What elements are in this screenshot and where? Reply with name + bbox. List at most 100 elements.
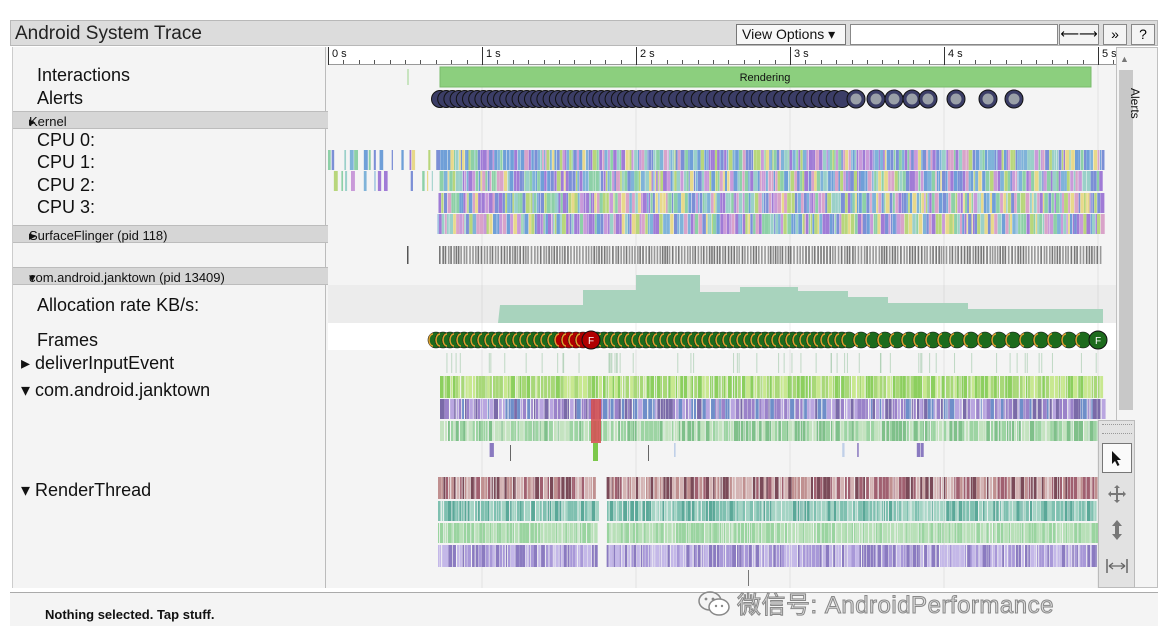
zoom-tool-icon[interactable] [1102, 515, 1132, 545]
cpu-slice [834, 150, 836, 170]
render-thread-slice [459, 501, 461, 521]
main-thread-slice [973, 421, 979, 441]
cpu-slice [866, 193, 870, 213]
cpu-slice [792, 150, 796, 170]
cpu-slice [639, 214, 642, 234]
cpu-slice [738, 193, 743, 213]
cpu-slice [890, 214, 893, 234]
next-button[interactable]: » [1103, 24, 1127, 45]
view-options-button[interactable]: View Options ▾ [736, 24, 846, 45]
main-thread-slice [854, 399, 858, 419]
render-thread-slice [1087, 545, 1091, 567]
sf-slice [561, 246, 564, 264]
cpu-slice [735, 150, 739, 170]
cpu-slice [847, 193, 851, 213]
selection-tool-icon[interactable] [1102, 443, 1132, 473]
deliver-input-label[interactable]: ▸ deliverInputEvent [21, 353, 175, 373]
sf-slice [852, 246, 854, 264]
render-thread-slice [1027, 477, 1029, 499]
range-button[interactable]: ⟵⟶ [1059, 24, 1099, 45]
timeline[interactable]: 0 s 1 s 2 s 3 s 4 s 5 s Interactions Ale… [12, 47, 1116, 588]
main-thread-slice [740, 399, 743, 419]
main-thread-slice [998, 399, 1001, 419]
pan-tool-icon[interactable] [1102, 479, 1132, 509]
cpu-slice [1097, 193, 1101, 213]
render-thread-slice [911, 501, 915, 521]
main-thread-slice [1045, 376, 1050, 398]
render-thread-slice [475, 501, 478, 521]
render-thread-slice [554, 477, 558, 499]
main-thread-slice [582, 376, 588, 398]
cpu-slice [474, 150, 476, 170]
cpu-slice [566, 193, 569, 213]
input-event-slice [609, 353, 611, 373]
render-thread-slice [830, 477, 832, 499]
render-thread-slice [627, 477, 629, 499]
main-thread-slice [990, 376, 994, 398]
render-thread-slice [994, 545, 998, 567]
main-thread-label[interactable]: ▾ com.android.janktown [21, 380, 211, 400]
main-thread-slice [959, 399, 962, 419]
rendering-interaction[interactable] [439, 66, 1092, 88]
render-thread-slice [837, 523, 842, 543]
render-thread-slice [1085, 523, 1089, 543]
main-thread-slice [1037, 399, 1042, 419]
render-thread-label[interactable]: ▾ RenderThread [21, 480, 152, 500]
render-thread-slice [829, 545, 833, 567]
vertical-scrollbar[interactable] [1119, 70, 1133, 410]
cpu-slice [492, 193, 495, 213]
render-thread-slice [940, 501, 944, 521]
render-thread-slice [516, 477, 519, 499]
render-thread-slice [877, 545, 882, 567]
render-thread-slice [1041, 545, 1045, 567]
cpu-slice [1003, 193, 1006, 213]
cpu-slice [744, 171, 749, 191]
cpu-slice [955, 150, 959, 170]
cpu-slice [744, 193, 749, 213]
frame-jank-arc [638, 333, 644, 347]
frame-jank-arc [729, 333, 735, 347]
main-thread-slice [835, 399, 840, 419]
cpu-slice [902, 150, 905, 170]
render-thread-slice [1094, 501, 1097, 521]
main-thread-slice [480, 421, 484, 441]
render-thread-slice [715, 501, 720, 521]
cpu-slice [761, 171, 764, 191]
cpu-slice [543, 214, 545, 234]
render-thread-slice [780, 523, 785, 543]
render-thread-slice [567, 545, 570, 567]
grip-icon[interactable] [1102, 424, 1132, 434]
cpu-slice [916, 214, 919, 234]
cpu-slice [811, 171, 815, 191]
cpu-slice [1065, 150, 1070, 170]
cpu-slice [466, 214, 468, 234]
render-thread-slice [1044, 545, 1048, 567]
render-thread-slice [1016, 501, 1020, 521]
sf-slice [713, 246, 716, 264]
render-thread-slice [455, 501, 457, 521]
help-button[interactable]: ? [1131, 24, 1155, 45]
search-input[interactable] [850, 24, 1058, 45]
cpu-slice [794, 193, 798, 213]
main-thread-slice [988, 376, 990, 398]
cpu-slice [1068, 214, 1070, 234]
render-thread-slice [1086, 501, 1091, 521]
main-thread-slice [584, 421, 589, 441]
input-event-slice [815, 353, 817, 373]
app-title: Android System Trace [15, 23, 202, 44]
scroll-up-icon[interactable]: ▲ [1120, 54, 1129, 64]
cpu-slice [622, 171, 624, 191]
render-thread-slice [1002, 545, 1004, 567]
main-thread-slice [895, 376, 900, 398]
alerts-tab[interactable]: Alerts [1128, 88, 1142, 119]
time-ruler[interactable]: 0 s 1 s 2 s 3 s 4 s 5 s [328, 47, 1116, 65]
sf-slice [620, 246, 622, 264]
main-thread-slice [897, 399, 900, 419]
cpu-slice [1061, 150, 1064, 170]
render-thread-slice [735, 477, 740, 499]
render-thread-slice [841, 545, 845, 567]
render-thread-slice [438, 477, 442, 499]
cpu-slice [1029, 171, 1032, 191]
timing-tool-icon[interactable] [1102, 551, 1132, 581]
